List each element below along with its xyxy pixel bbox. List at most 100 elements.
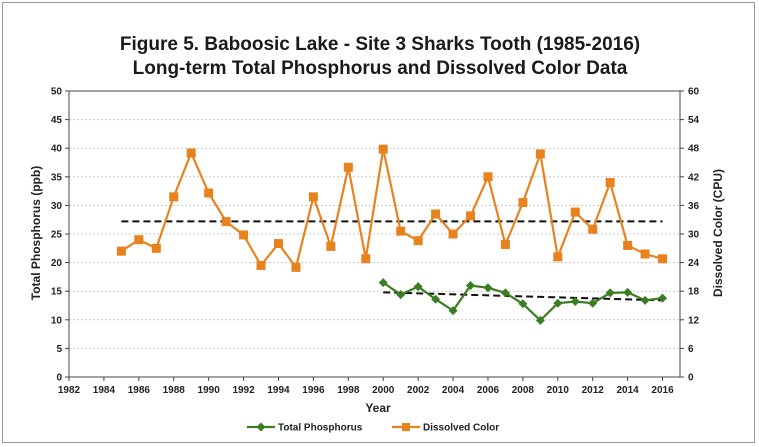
total-phosphorus-point (466, 280, 476, 290)
total-phosphorus-point (623, 287, 633, 297)
y-left-tick-label: 20 (51, 258, 63, 269)
dissolved-color-point (500, 239, 510, 249)
y-right-tick-label: 54 (688, 115, 700, 126)
total-phosphorus-point (518, 299, 528, 309)
chart-frame (2, 2, 755, 443)
dissolved-color-point (605, 178, 615, 188)
x-axis-ticks: 1982 1984 1986 1988 1990 1992 1994 1996 1998 2000… (58, 377, 674, 396)
y-left-tick-label: 30 (51, 201, 63, 212)
x-tick-label: 1986 (128, 385, 151, 396)
dissolved-color-point (483, 172, 493, 182)
dissolved-color-point (570, 207, 580, 217)
dissolved-color-point (431, 209, 441, 219)
y-right-axis-label: Dissolved Color (CPU) (711, 169, 725, 297)
chart-title-line-1: Figure 5. Baboosic Lake - Site 3 Sharks … (120, 34, 640, 55)
dissolved-color-point (134, 235, 144, 245)
dissolved-color-point (326, 241, 336, 251)
dissolved-color-point (361, 254, 371, 264)
dissolved-color-point (413, 236, 423, 246)
dissolved-color-point (640, 249, 650, 259)
total-phosphorus-point (640, 295, 650, 305)
y-right-tick-label: 24 (688, 258, 700, 269)
dissolved-color-line (120, 148, 663, 270)
total-phosphorus-point (378, 278, 388, 288)
y-left-tick-label: 0 (56, 373, 62, 384)
legend-total-phosphorus-label: Total Phosphorus (278, 423, 363, 434)
x-tick-label: 2014 (617, 385, 640, 396)
dissolved-color-point (343, 162, 353, 172)
legend-dissolved-color-label: Dissolved Color (423, 423, 499, 434)
y-right-tick-label: 0 (688, 373, 694, 384)
y-right-tick-label: 12 (688, 315, 700, 326)
x-tick-label: 2010 (547, 385, 570, 396)
dissolved-color-point (378, 144, 388, 154)
x-tick-label: 2006 (477, 385, 500, 396)
x-tick-label: 2008 (512, 385, 535, 396)
dissolved-color-point (239, 230, 249, 240)
y-left-tick-label: 10 (51, 315, 63, 326)
y-left-tick-label: 5 (56, 344, 62, 355)
x-tick-label: 2016 (651, 385, 674, 396)
dissolved-color-point (396, 226, 406, 236)
y-right-tick-label: 60 (688, 87, 700, 98)
dissolved-color-point (588, 224, 598, 234)
x-tick-label: 1988 (163, 385, 186, 396)
y-left-axis-ticks: 0 5 10 15 20 25 30 35 40 45 50 (51, 87, 69, 384)
total-phosphorus-point (605, 288, 615, 298)
dissolved-color-point (116, 246, 126, 256)
y-right-tick-label: 6 (688, 344, 694, 355)
total-phosphorus-point (431, 294, 441, 304)
x-tick-label: 2012 (582, 385, 605, 396)
x-tick-label: 2004 (442, 385, 465, 396)
x-tick-label: 1998 (337, 385, 360, 396)
dissolved-color-point (658, 254, 668, 264)
x-tick-label: 1994 (267, 385, 290, 396)
x-tick-label: 1984 (93, 385, 116, 396)
y-left-tick-label: 25 (51, 230, 63, 241)
total-phosphorus-point (553, 298, 563, 308)
total-phosphorus-point (483, 283, 493, 293)
x-axis-label: Year (365, 401, 391, 415)
dissolved-color-point (535, 149, 545, 159)
x-tick-label: 1990 (198, 385, 221, 396)
total-phosphorus-point (500, 288, 510, 298)
dissolved-color-point (518, 198, 528, 208)
y-right-tick-label: 42 (688, 172, 700, 183)
dissolved-color-point (291, 262, 301, 272)
series-group (116, 144, 668, 325)
dissolved-color-point (273, 239, 283, 249)
total-phosphorus-point (658, 293, 668, 303)
total-phosphorus-point (570, 296, 580, 306)
x-tick-label: 2002 (407, 385, 430, 396)
total-phosphorus-point (448, 306, 458, 316)
x-tick-label: 1996 (302, 385, 325, 396)
dissolved-color-point (204, 188, 214, 198)
y-right-tick-label: 36 (688, 201, 700, 212)
total-phosphorus-point (396, 290, 406, 300)
dissolved-color-point (256, 260, 266, 270)
legend-total-phosphorus-marker (256, 422, 266, 432)
y-left-tick-label: 15 (51, 287, 63, 298)
total-phosphorus-point (588, 298, 598, 308)
dissolved-color-point (186, 148, 196, 158)
y-left-tick-label: 35 (51, 172, 63, 183)
y-right-tick-label: 18 (688, 287, 700, 298)
dissolved-color-point (553, 252, 563, 262)
dissolved-color-point (221, 217, 231, 227)
dissolved-color-point (466, 211, 476, 221)
x-tick-label: 1982 (58, 385, 81, 396)
legend-dissolved-color-marker (402, 423, 410, 431)
y-left-tick-label: 40 (51, 144, 63, 155)
dissolved-color-point (151, 243, 161, 253)
x-tick-label: 2000 (372, 385, 395, 396)
total-phosphorus-point (413, 282, 423, 292)
dissolved-color-point (308, 192, 318, 202)
y-left-axis-label: Total Phosphorus (ppb) (29, 166, 43, 300)
y-right-tick-label: 30 (688, 230, 700, 241)
chart-title-line-2: Long-term Total Phosphorus and Dissolved… (133, 58, 628, 79)
dissolved-color-point (169, 192, 179, 202)
y-left-tick-label: 50 (51, 87, 63, 98)
y-right-axis-ticks: 0 6 12 18 24 30 36 42 48 54 60 (680, 87, 700, 384)
dissolved-color-point (623, 240, 633, 250)
